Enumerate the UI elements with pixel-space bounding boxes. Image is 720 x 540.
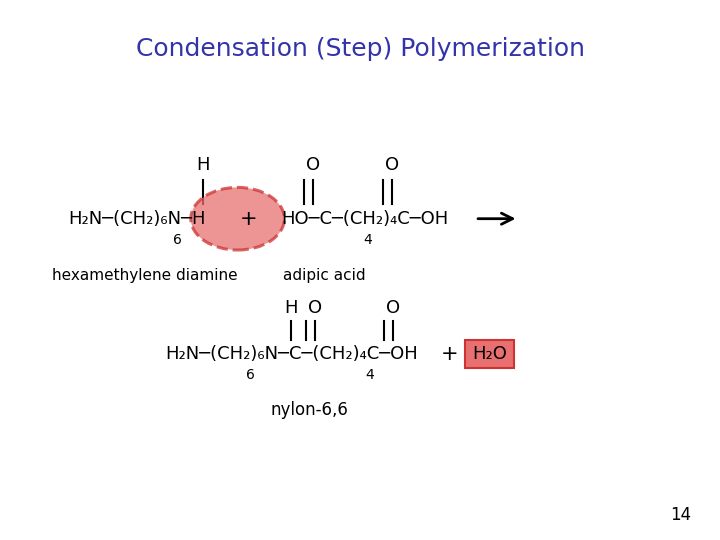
Text: H₂N─(CH₂)₆N─C─(CH₂)₄C─OH: H₂N─(CH₂)₆N─C─(CH₂)₄C─OH bbox=[166, 345, 418, 363]
Text: H₂N─(CH₂)₆N─H: H₂N─(CH₂)₆N─H bbox=[68, 210, 206, 228]
Text: O: O bbox=[308, 299, 323, 317]
Text: 4: 4 bbox=[366, 368, 374, 382]
Text: O: O bbox=[306, 156, 320, 174]
Text: H: H bbox=[284, 299, 297, 317]
Text: +: + bbox=[441, 343, 458, 364]
Text: +: + bbox=[240, 208, 257, 229]
Text: 6: 6 bbox=[246, 368, 255, 382]
Text: 4: 4 bbox=[363, 233, 372, 247]
Text: nylon-6,6: nylon-6,6 bbox=[271, 401, 348, 420]
Text: hexamethylene diamine: hexamethylene diamine bbox=[52, 268, 238, 283]
Ellipse shape bbox=[191, 187, 284, 250]
Text: H₂O: H₂O bbox=[472, 345, 507, 363]
Text: H: H bbox=[197, 156, 210, 174]
Text: HO─C─(CH₂)₄C─OH: HO─C─(CH₂)₄C─OH bbox=[281, 210, 448, 228]
Text: 6: 6 bbox=[174, 233, 182, 247]
Text: O: O bbox=[385, 156, 400, 174]
Text: O: O bbox=[386, 299, 400, 317]
Text: 14: 14 bbox=[670, 506, 691, 524]
Text: adipic acid: adipic acid bbox=[283, 268, 366, 283]
Text: Condensation (Step) Polymerization: Condensation (Step) Polymerization bbox=[135, 37, 585, 60]
FancyBboxPatch shape bbox=[465, 340, 514, 368]
